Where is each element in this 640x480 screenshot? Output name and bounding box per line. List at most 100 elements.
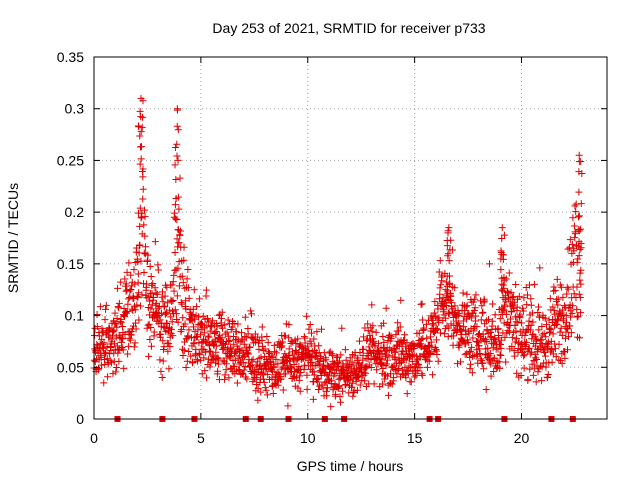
data-point (300, 365, 308, 373)
data-point (576, 269, 584, 277)
data-point (205, 333, 213, 341)
data-point (201, 367, 209, 375)
data-point (434, 357, 442, 365)
data-point (569, 214, 577, 222)
data-point (136, 204, 144, 212)
data-point (295, 376, 303, 384)
data-point (462, 303, 470, 311)
data-point (136, 302, 144, 310)
data-point (180, 347, 188, 355)
data-point (487, 372, 495, 380)
data-point (190, 323, 198, 331)
data-point (150, 328, 158, 336)
data-point (227, 352, 235, 360)
data-point (126, 287, 134, 295)
data-point (348, 379, 356, 387)
data-point (418, 300, 426, 308)
data-point (134, 270, 142, 278)
data-point (174, 156, 182, 164)
data-point (555, 356, 563, 364)
data-point (212, 327, 220, 335)
data-point (307, 340, 315, 348)
data-point (519, 307, 527, 315)
data-point (169, 278, 177, 286)
data-point (173, 292, 181, 300)
data-point (113, 323, 121, 331)
data-point (281, 332, 289, 340)
data-point (461, 350, 469, 358)
data-point (225, 337, 233, 345)
data-point (246, 344, 254, 352)
data-point (212, 348, 220, 356)
data-point (211, 329, 219, 337)
data-point (551, 286, 559, 294)
data-point (548, 346, 556, 354)
data-point (157, 330, 165, 338)
data-point (364, 355, 372, 363)
data-point (237, 329, 245, 337)
data-point (423, 363, 431, 371)
data-point (387, 370, 395, 378)
data-point (441, 330, 449, 338)
data-point (269, 367, 277, 375)
data-point (247, 310, 255, 318)
data-point (529, 318, 537, 326)
data-point (274, 360, 282, 368)
data-point (272, 349, 280, 357)
data-point (97, 361, 105, 369)
data-point (465, 348, 473, 356)
data-point (577, 309, 585, 317)
data-point (105, 324, 113, 332)
data-point (120, 305, 128, 313)
data-point (168, 297, 176, 305)
data-point (151, 284, 159, 292)
data-point (239, 358, 247, 366)
x-tick-label: 10 (300, 430, 316, 446)
data-point (515, 292, 523, 300)
data-point (171, 306, 179, 314)
y-tick-label: 0.35 (57, 49, 84, 65)
data-point (475, 345, 483, 353)
data-point (329, 357, 337, 365)
data-point (525, 344, 533, 352)
data-point (450, 332, 458, 340)
data-point (486, 260, 494, 268)
data-point (527, 326, 535, 334)
data-point (163, 283, 171, 291)
data-point (350, 388, 358, 396)
data-point (575, 227, 583, 235)
x-tick-label: 20 (514, 430, 530, 446)
data-point (226, 353, 234, 361)
data-point (576, 293, 584, 301)
data-point (429, 371, 437, 379)
data-point (124, 300, 132, 308)
data-point (497, 336, 505, 344)
data-point (391, 355, 399, 363)
data-point (575, 290, 583, 298)
data-point (507, 315, 515, 323)
data-point (173, 152, 181, 160)
data-point (577, 225, 585, 233)
data-point (370, 337, 378, 345)
data-point (154, 266, 162, 274)
data-point (517, 372, 525, 380)
data-point (458, 327, 466, 335)
data-point (486, 358, 494, 366)
data-point (182, 297, 190, 305)
data-point (93, 311, 101, 319)
data-point (113, 315, 121, 323)
data-point (253, 358, 261, 366)
data-point (204, 315, 212, 323)
data-point (454, 311, 462, 319)
data-point (512, 281, 520, 289)
data-point (575, 188, 583, 196)
data-point (173, 105, 181, 113)
data-point (158, 374, 166, 382)
data-point (101, 316, 109, 324)
data-point (528, 360, 536, 368)
data-point (93, 323, 101, 331)
data-point (171, 201, 179, 209)
data-point (336, 393, 344, 401)
data-point (553, 320, 561, 328)
